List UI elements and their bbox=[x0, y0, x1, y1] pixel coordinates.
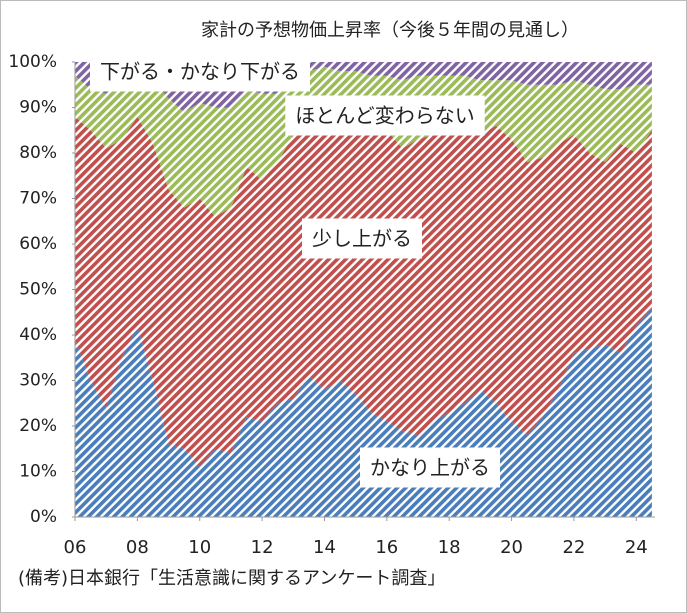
y-tick-label: 70% bbox=[19, 189, 57, 209]
y-tick-label: 90% bbox=[19, 98, 57, 118]
y-tick-label: 100% bbox=[8, 52, 57, 72]
y-tick-label: 40% bbox=[19, 325, 57, 345]
x-tick-label: 12 bbox=[251, 537, 274, 558]
x-tick-label: 08 bbox=[126, 537, 149, 558]
y-tick-label: 50% bbox=[19, 280, 57, 300]
x-tick-label: 22 bbox=[562, 537, 585, 558]
x-tick-label: 24 bbox=[625, 537, 648, 558]
area bbox=[75, 107, 652, 467]
x-tick-label: 14 bbox=[313, 537, 336, 558]
area bbox=[75, 307, 652, 517]
label-background bbox=[302, 218, 422, 259]
y-tick-label: 60% bbox=[19, 234, 57, 254]
y-tick-label: 30% bbox=[19, 371, 57, 391]
area bbox=[75, 66, 652, 217]
x-tick-label: 20 bbox=[500, 537, 523, 558]
y-tick-label: 80% bbox=[19, 143, 57, 163]
source-note: (備考)日本銀行「生活意識に関するアンケート調査」 bbox=[18, 568, 445, 589]
series-label: ほとんど変わらない bbox=[295, 104, 474, 128]
x-tick-label: 18 bbox=[438, 537, 461, 558]
series-label: かなり上がる bbox=[370, 456, 490, 480]
y-tick-label: 10% bbox=[19, 462, 57, 482]
y-tick-label: 0% bbox=[30, 507, 57, 527]
label-background bbox=[285, 95, 485, 136]
plot-area bbox=[75, 62, 652, 517]
series-label: 下がる・かなり下がる bbox=[100, 60, 300, 84]
series-label: 少し上がる bbox=[312, 227, 412, 251]
x-tick-label: 10 bbox=[188, 537, 211, 558]
x-tick-label: 16 bbox=[375, 537, 398, 558]
chart-title: 家計の予想物価上昇率（今後５年間の見通し） bbox=[201, 20, 579, 41]
label-background bbox=[360, 447, 500, 488]
y-tick-label: 20% bbox=[19, 416, 57, 436]
label-background bbox=[90, 51, 310, 92]
x-tick-label: 06 bbox=[64, 537, 87, 558]
